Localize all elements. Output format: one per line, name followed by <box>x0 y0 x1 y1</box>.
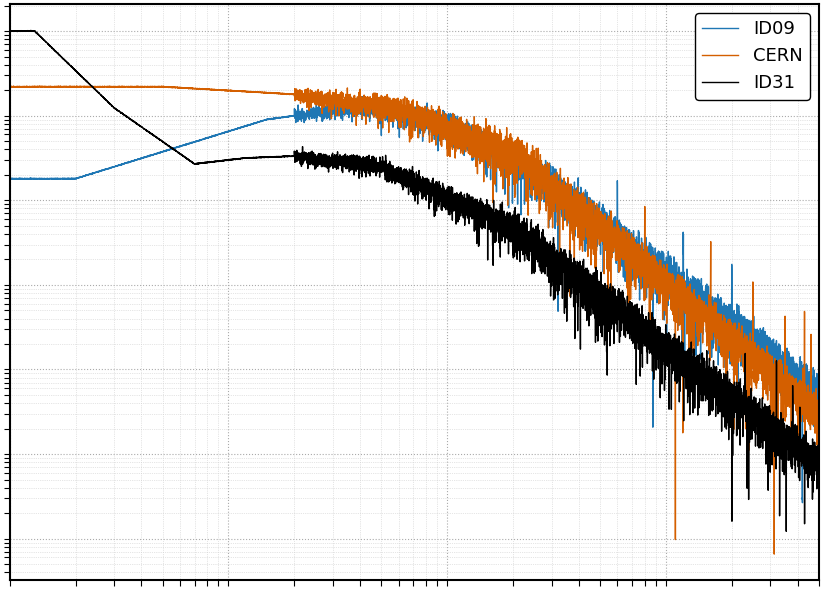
Line: ID09: ID09 <box>10 97 819 503</box>
CERN <box>814 404 823 411</box>
ID31 <box>484 210 494 217</box>
ID09 <box>358 93 368 100</box>
ID09 <box>5 175 15 182</box>
ID09 <box>648 424 658 431</box>
ID31 <box>519 244 529 251</box>
ID31 <box>5 27 15 34</box>
CERN <box>5 83 15 90</box>
ID09 <box>605 207 615 214</box>
CERN <box>30 83 40 90</box>
Line: ID31: ID31 <box>10 30 819 532</box>
CERN <box>45 83 55 90</box>
ID31 <box>298 149 308 156</box>
CERN <box>648 276 658 283</box>
CERN <box>605 260 615 267</box>
ID09 <box>484 136 494 143</box>
CERN <box>519 168 529 175</box>
ID09 <box>45 175 55 182</box>
ID31 <box>814 442 823 450</box>
CERN <box>484 144 494 151</box>
ID09 <box>797 499 807 506</box>
CERN <box>298 94 308 101</box>
ID31 <box>648 365 658 372</box>
ID09 <box>298 107 308 114</box>
ID31 <box>605 309 615 316</box>
Line: CERN: CERN <box>10 86 819 554</box>
ID09 <box>814 382 823 389</box>
ID31 <box>781 528 791 535</box>
CERN <box>770 550 779 558</box>
ID09 <box>519 165 529 172</box>
ID31 <box>26 27 36 34</box>
ID31 <box>45 43 55 50</box>
Legend: ID09, CERN, ID31: ID09, CERN, ID31 <box>695 13 810 100</box>
